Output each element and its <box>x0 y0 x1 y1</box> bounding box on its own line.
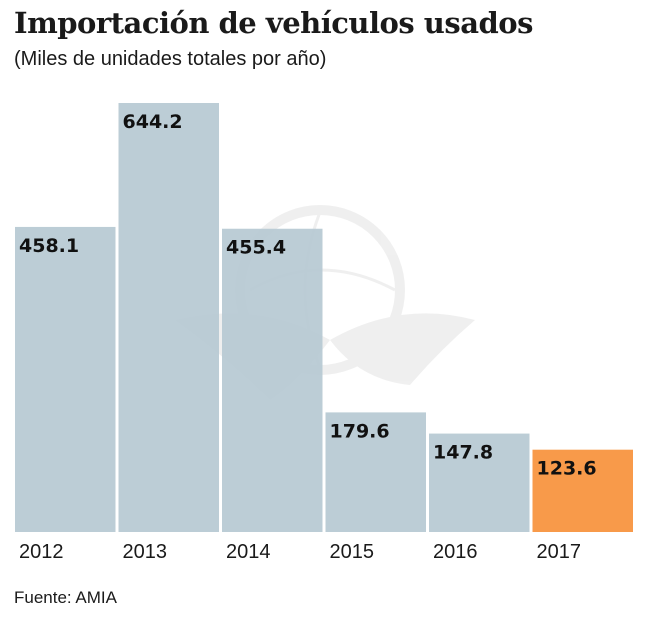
x-tick-2012: 2012 <box>19 541 64 563</box>
data-label-2015: 179.6 <box>330 420 390 442</box>
x-tick-2013: 2013 <box>123 541 168 563</box>
bar-2013 <box>118 103 219 532</box>
data-label-2017: 123.6 <box>537 458 597 480</box>
bar-2015 <box>325 412 426 532</box>
chart-title: Importación de vehículos usados <box>14 6 533 40</box>
data-label-2014: 455.4 <box>226 237 286 259</box>
x-tick-2016: 2016 <box>433 541 478 563</box>
data-label-2012: 458.1 <box>19 235 79 257</box>
x-tick-2014: 2014 <box>226 541 271 563</box>
x-tick-2015: 2015 <box>330 541 375 563</box>
data-label-2016: 147.8 <box>433 442 493 464</box>
bar-2014 <box>222 228 323 532</box>
watermark-logo-icon <box>175 205 475 400</box>
bar-2012 <box>15 226 116 532</box>
chart-subtitle: (Miles de unidades totales por año) <box>14 48 327 70</box>
x-tick-2017: 2017 <box>537 541 582 563</box>
bar-2017 <box>532 449 633 532</box>
bar-2016 <box>429 433 530 532</box>
data-label-2013: 644.2 <box>123 111 183 133</box>
source-note: Fuente: AMIA <box>14 588 117 607</box>
